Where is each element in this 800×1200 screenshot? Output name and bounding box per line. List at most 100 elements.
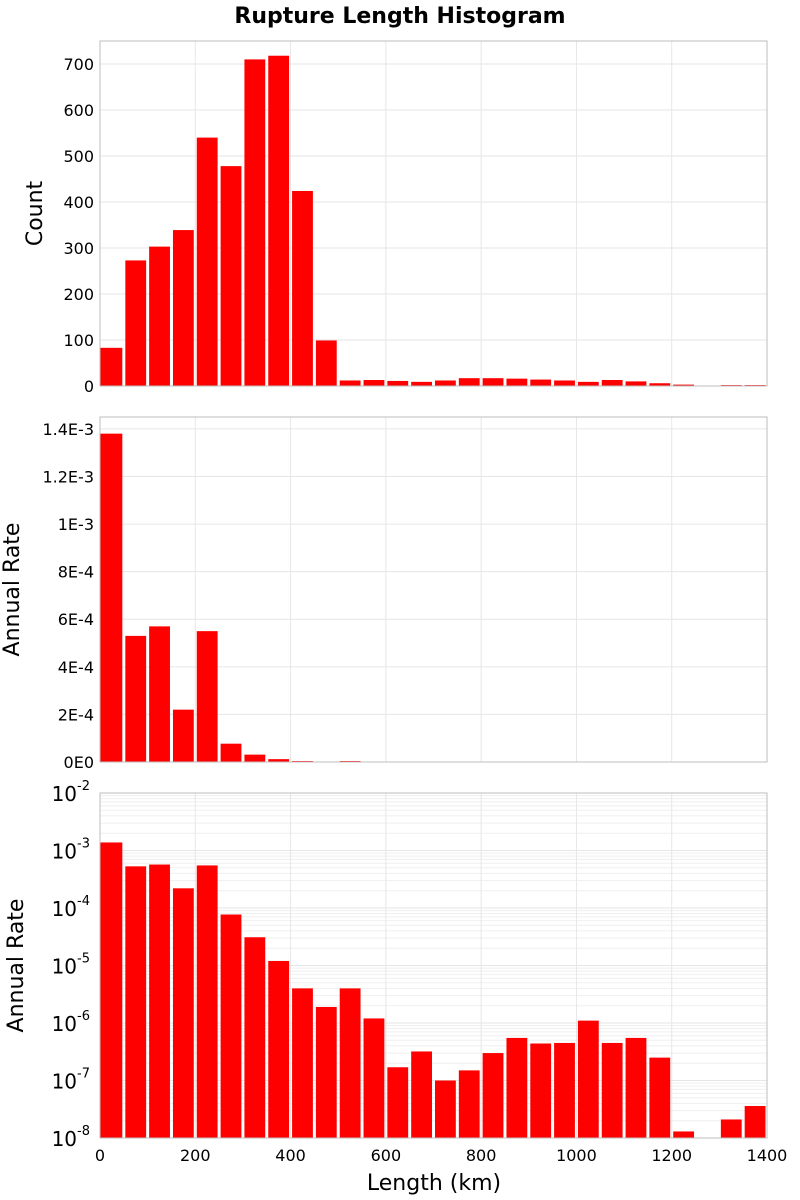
y-tick-label: 1.2E-3 (42, 467, 94, 486)
y-tick-label: 200 (63, 285, 94, 304)
bar-annual-rate-log-700 (435, 1080, 456, 1138)
bar-count-650 (411, 381, 432, 386)
bar-count-400 (292, 190, 313, 386)
x-tick-label: 1400 (747, 1146, 788, 1165)
bar-count-350 (268, 55, 290, 386)
bar-annual-rate-log-1200 (673, 1131, 695, 1138)
bar-annual-rate-log-1000 (577, 1020, 599, 1138)
bar-annual-rate-log-800 (482, 1053, 504, 1138)
y-tick-label: 10-7 (52, 1067, 90, 1094)
bar-annual-rate-log-100 (149, 864, 170, 1138)
bar-annual-rate-log-1350 (744, 1106, 766, 1138)
x-tick-label: 1200 (651, 1146, 692, 1165)
y-tick-label: 0 (84, 377, 94, 396)
panel-annual-rate-linear: 0E0 2E-4 4E-4 6E-4 8E-4 1E-3 1.2E-3 1.4E-3 Annua… (0, 416, 768, 772)
y-axis-label: Count (23, 180, 48, 246)
y-tick-label: 10-6 (52, 1009, 90, 1036)
bar-count-500 (339, 380, 361, 386)
bar-annual-rate-log-750 (458, 1070, 480, 1138)
y-tick-label: 0E0 (64, 753, 94, 772)
bar-annual-rate-linear-50 (125, 635, 147, 762)
y-tick-label: 500 (63, 147, 94, 166)
x-axis-label: Length (km) (367, 1171, 501, 1196)
bar-count-200 (196, 137, 218, 386)
bar-count-1050 (601, 380, 623, 386)
plot-frame (99, 40, 768, 387)
bar-count-600 (387, 380, 409, 386)
bar-count-1150 (649, 383, 671, 386)
bar-annual-rate-log-300 (244, 937, 266, 1138)
y-tick-label: 600 (63, 101, 94, 120)
bar-count-50 (125, 260, 147, 386)
panel-count: 0 100 200 300 400 500 600 700 Count (23, 40, 768, 396)
bar-count-1200 (673, 384, 695, 386)
x-tick-label: 0 (95, 1146, 105, 1165)
bar-annual-rate-log-50 (125, 866, 147, 1138)
bar-annual-rate-log-600 (387, 1067, 409, 1138)
bar-annual-rate-log-500 (339, 988, 361, 1138)
y-tick-label: 400 (63, 193, 94, 212)
x-tick-label: 800 (466, 1146, 497, 1165)
bar-annual-rate-log-250 (220, 914, 242, 1138)
bar-annual-rate-linear-300 (244, 754, 266, 762)
bar-annual-rate-log-450 (315, 1006, 337, 1138)
bar-annual-rate-log-200 (196, 865, 218, 1138)
bar-annual-rate-log-1150 (649, 1057, 671, 1138)
bar-annual-rate-log-1050 (601, 1042, 623, 1138)
y-tick-label: 4E-4 (58, 658, 94, 677)
bar-count-800 (482, 378, 504, 386)
plot-frame (99, 416, 768, 763)
bar-annual-rate-linear-200 (196, 631, 218, 762)
y-axis-label: Annual Rate (0, 523, 25, 657)
y-tick-label: 10-4 (52, 894, 90, 921)
bar-annual-rate-linear-0 (100, 433, 123, 762)
y-tick-label: 6E-4 (58, 610, 94, 629)
bar-annual-rate-log-550 (363, 1018, 385, 1138)
bar-count-900 (530, 379, 552, 386)
x-tick-label: 600 (371, 1146, 402, 1165)
plot-frame (99, 792, 768, 1139)
y-axis-label: Annual Rate (4, 899, 29, 1033)
bar-annual-rate-linear-150 (172, 709, 194, 762)
bar-count-1100 (625, 381, 647, 386)
bar-count-750 (458, 378, 480, 386)
bar-annual-rate-linear-350 (268, 759, 290, 762)
bar-annual-rate-log-400 (292, 988, 313, 1138)
bar-annual-rate-log-950 (554, 1042, 575, 1138)
bar-annual-rate-log-1300 (720, 1119, 742, 1138)
bar-annual-rate-log-650 (411, 1051, 432, 1138)
bar-count-150 (172, 230, 194, 386)
y-tick-label: 8E-4 (58, 563, 94, 582)
y-tick-label: 100 (63, 331, 94, 350)
bar-annual-rate-log-900 (530, 1043, 552, 1138)
bar-annual-rate-log-0 (100, 842, 123, 1138)
x-tick-label: 1000 (556, 1146, 597, 1165)
y-tick-label: 10-8 (52, 1124, 90, 1151)
bar-count-1000 (577, 381, 599, 386)
bar-count-250 (220, 166, 242, 386)
y-tick-label: 10-5 (52, 952, 90, 979)
bar-annual-rate-log-150 (172, 888, 194, 1138)
bar-count-550 (363, 380, 385, 386)
x-tick-label: 400 (275, 1146, 306, 1165)
y-tick-label: 2E-4 (58, 705, 94, 724)
bar-count-950 (554, 380, 575, 386)
bar-annual-rate-log-1100 (625, 1037, 647, 1138)
y-tick-label: 1.4E-3 (42, 420, 94, 439)
chart-title: Rupture Length Histogram (234, 4, 565, 29)
y-tick-label: 300 (63, 239, 94, 258)
x-tick-label: 200 (180, 1146, 211, 1165)
y-tick-label: 10-3 (52, 837, 90, 864)
y-tick-label: 10-2 (52, 779, 90, 806)
bar-count-300 (244, 59, 266, 387)
bar-count-700 (435, 380, 456, 386)
bar-count-850 (506, 378, 528, 386)
bar-count-100 (149, 246, 170, 386)
bar-annual-rate-log-350 (268, 960, 290, 1138)
bar-count-0 (100, 347, 123, 386)
y-tick-label: 1E-3 (58, 515, 94, 534)
bar-annual-rate-linear-250 (220, 743, 242, 762)
bar-annual-rate-linear-100 (149, 626, 170, 762)
bar-annual-rate-log-850 (506, 1037, 528, 1138)
